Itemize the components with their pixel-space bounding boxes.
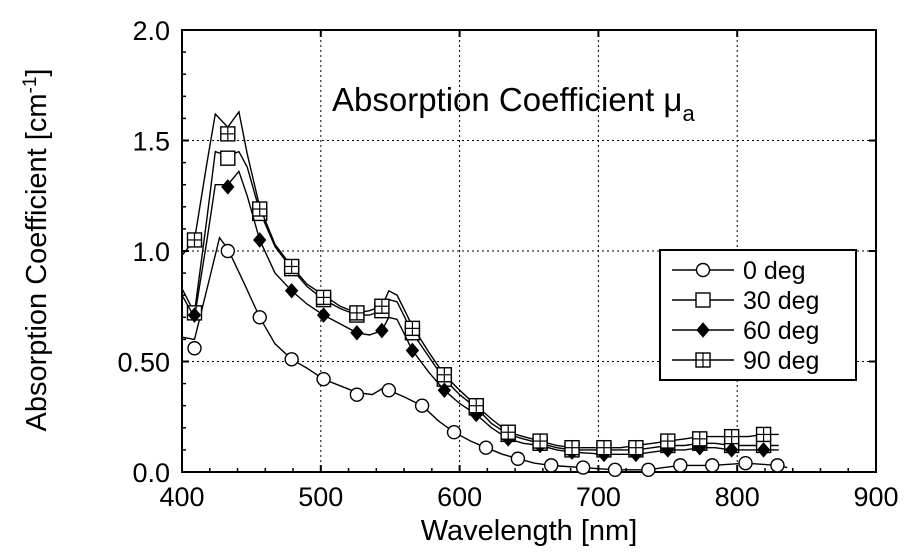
x-tick-label: 500 bbox=[298, 482, 343, 512]
legend-label: 60 deg bbox=[743, 317, 819, 345]
data-point-0-deg bbox=[575, 460, 591, 475]
data-point-90-deg bbox=[564, 439, 580, 456]
data-point-90-deg bbox=[596, 439, 612, 456]
y-tick-label: 1.5 bbox=[132, 127, 170, 157]
data-point-60-deg bbox=[405, 342, 420, 359]
data-point-0-deg bbox=[252, 310, 267, 325]
data-point-0-deg bbox=[510, 451, 526, 466]
legend-marker-30-deg bbox=[695, 292, 711, 308]
data-point-30-deg bbox=[220, 150, 236, 166]
y-tick-label: 2.0 bbox=[132, 16, 170, 46]
data-point-60-deg bbox=[221, 179, 235, 195]
legend-item-90-deg: 90 deg bbox=[672, 347, 819, 375]
data-point-0-deg bbox=[316, 371, 331, 387]
data-point-60-deg bbox=[253, 232, 267, 248]
data-point-90-deg bbox=[186, 232, 203, 248]
data-point-90-deg bbox=[374, 298, 390, 314]
data-point-90-deg bbox=[500, 424, 516, 440]
data-point-0-deg bbox=[284, 352, 299, 367]
series-90-deg bbox=[181, 110, 779, 456]
series bbox=[181, 110, 788, 477]
data-point-0-deg bbox=[414, 398, 430, 413]
data-point-60-deg bbox=[316, 307, 331, 323]
data-point-0-deg bbox=[187, 341, 202, 356]
x-tick-label: 400 bbox=[159, 482, 204, 512]
legend-item-30-deg: 30 deg bbox=[672, 287, 819, 315]
legend-marker-0-deg bbox=[695, 262, 711, 278]
data-point-60-deg bbox=[187, 307, 202, 323]
y-tick-label: 0.50 bbox=[117, 348, 170, 378]
data-point-60-deg bbox=[284, 283, 299, 299]
data-point-90-deg bbox=[220, 126, 236, 142]
data-point-0-deg bbox=[770, 458, 785, 473]
data-point-0-deg bbox=[446, 425, 462, 440]
x-tick-label: 800 bbox=[715, 482, 760, 512]
data-point-0-deg bbox=[607, 462, 623, 477]
data-point-90-deg bbox=[404, 320, 421, 337]
data-point-0-deg bbox=[381, 383, 397, 398]
data-point-0-deg bbox=[641, 462, 656, 477]
data-point-90-deg bbox=[315, 289, 332, 306]
data-point-90-deg bbox=[252, 201, 268, 217]
y-axis-label: Absorption Coefficient [cm-1] bbox=[20, 69, 53, 432]
data-point-0-deg bbox=[544, 458, 559, 473]
legend-label: 30 deg bbox=[743, 287, 819, 315]
data-point-0-deg bbox=[349, 387, 365, 402]
data-point-0-deg bbox=[220, 243, 236, 259]
x-tick-label: 900 bbox=[853, 482, 898, 512]
data-point-0-deg bbox=[705, 458, 720, 473]
y-tick-label: 1.0 bbox=[132, 237, 170, 267]
data-point-90-deg bbox=[283, 258, 300, 275]
x-tick-label: 700 bbox=[576, 482, 621, 512]
data-point-90-deg bbox=[628, 439, 644, 456]
data-point-90-deg bbox=[692, 431, 708, 447]
data-point-60-deg bbox=[437, 382, 451, 398]
legend-box bbox=[659, 249, 857, 381]
legend-item-60-deg: 60 deg bbox=[672, 317, 819, 345]
x-axis-label: Wavelength [nm] bbox=[421, 515, 638, 547]
data-point-90-deg bbox=[436, 367, 453, 383]
legend-label: 0 deg bbox=[743, 257, 806, 285]
data-point-60-deg bbox=[724, 442, 739, 458]
data-point-60-deg bbox=[756, 442, 771, 458]
data-point-90-deg bbox=[723, 428, 740, 445]
axis-ticks: 400 500 600 700 800 900 0.0 0.50 1.0 1.5 2.0 bbox=[117, 16, 898, 512]
data-point-60-deg bbox=[350, 325, 364, 341]
data-point-90-deg bbox=[468, 398, 484, 414]
data-point-0-deg bbox=[673, 458, 688, 473]
legend-marker-90-deg bbox=[695, 352, 711, 368]
legend-marker-60-deg bbox=[696, 322, 710, 338]
series-0-deg bbox=[181, 236, 788, 477]
legend-label: 90 deg bbox=[743, 347, 819, 375]
chart-title: Absorption Coefficient μa bbox=[332, 81, 695, 126]
data-point-90-deg bbox=[755, 426, 772, 443]
data-point-0-deg bbox=[738, 455, 753, 471]
data-point-90-deg bbox=[349, 305, 365, 321]
data-point-90-deg bbox=[660, 433, 676, 449]
data-point-60-deg bbox=[375, 322, 389, 339]
legend-item-0-deg: 0 deg bbox=[672, 257, 806, 285]
data-point-0-deg bbox=[478, 440, 494, 455]
data-point-90-deg bbox=[532, 433, 548, 449]
y-tick-label: 0.0 bbox=[132, 458, 170, 488]
x-tick-label: 600 bbox=[437, 482, 482, 512]
